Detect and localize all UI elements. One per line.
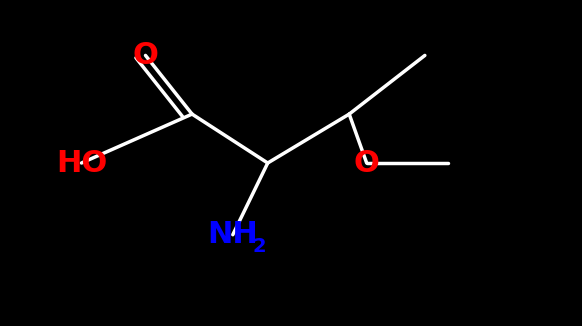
Text: O: O	[133, 41, 158, 70]
Text: O: O	[354, 149, 379, 177]
Text: HO: HO	[56, 149, 107, 177]
Text: NH: NH	[207, 220, 258, 249]
Text: 2: 2	[252, 237, 266, 256]
